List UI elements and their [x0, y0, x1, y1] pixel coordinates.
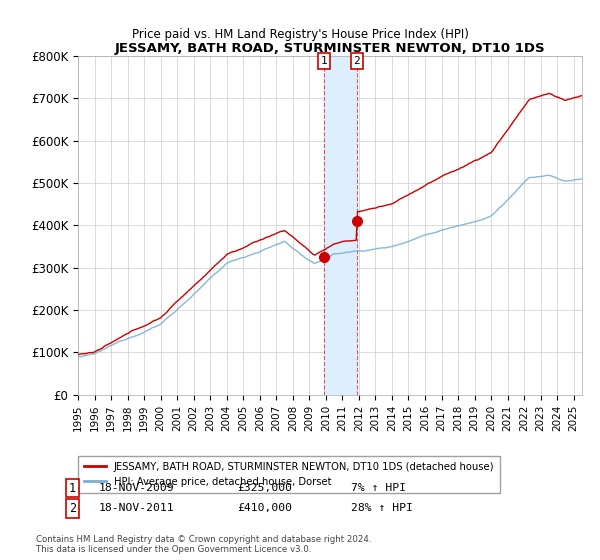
Title: JESSAMY, BATH ROAD, STURMINSTER NEWTON, DT10 1DS: JESSAMY, BATH ROAD, STURMINSTER NEWTON, … — [115, 42, 545, 55]
Text: 7% ↑ HPI: 7% ↑ HPI — [351, 483, 406, 493]
Text: Price paid vs. HM Land Registry's House Price Index (HPI): Price paid vs. HM Land Registry's House … — [131, 28, 469, 41]
Text: Contains HM Land Registry data © Crown copyright and database right 2024.
This d: Contains HM Land Registry data © Crown c… — [36, 535, 371, 554]
Text: 18-NOV-2011: 18-NOV-2011 — [99, 503, 175, 514]
Bar — [324, 56, 357, 395]
Text: £410,000: £410,000 — [237, 503, 292, 514]
Text: 1: 1 — [320, 56, 327, 66]
Text: £325,000: £325,000 — [237, 483, 292, 493]
Text: 2: 2 — [69, 502, 76, 515]
Text: 18-NOV-2009: 18-NOV-2009 — [99, 483, 175, 493]
Text: 28% ↑ HPI: 28% ↑ HPI — [351, 503, 413, 514]
Text: 2: 2 — [353, 56, 361, 66]
Text: 1: 1 — [69, 482, 76, 495]
Legend: JESSAMY, BATH ROAD, STURMINSTER NEWTON, DT10 1DS (detached house), HPI: Average : JESSAMY, BATH ROAD, STURMINSTER NEWTON, … — [78, 456, 500, 493]
